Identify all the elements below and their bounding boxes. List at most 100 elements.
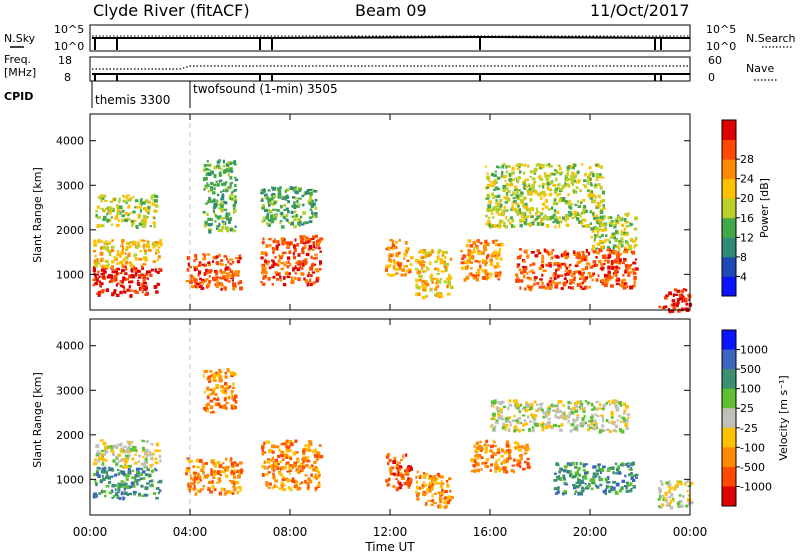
scatter-cell: [585, 256, 588, 260]
scatter-cell: [521, 414, 526, 417]
scatter-cell: [502, 184, 507, 189]
scatter-cell: [487, 219, 491, 224]
scatter-cell: [465, 275, 470, 280]
scatter-cell: [621, 223, 625, 228]
scatter-cell: [583, 205, 587, 209]
scatter-cell: [109, 200, 114, 203]
scatter-cell: [218, 491, 223, 496]
scatter-cell: [508, 455, 511, 458]
scatter-cell: [298, 482, 302, 486]
scatter-cell: [219, 268, 222, 273]
scatter-cell: [595, 422, 598, 426]
scatter-cell: [400, 474, 404, 478]
scatter-cell: [577, 205, 581, 208]
scatter-cell: [234, 487, 237, 492]
scatter-cell: [115, 463, 118, 467]
scatter-cell: [582, 463, 587, 467]
scatter-cell: [302, 237, 305, 241]
scatter-cell: [203, 263, 207, 267]
scatter-cell: [311, 271, 316, 274]
scatter-cell: [486, 254, 489, 259]
scatter-cell: [437, 491, 441, 494]
scatter-cell: [311, 282, 316, 285]
scatter-cell: [602, 254, 607, 258]
scatter-cell: [633, 280, 636, 284]
scatter-cell: [195, 458, 199, 463]
scatter-cell: [229, 457, 233, 460]
scatter-cell: [596, 472, 599, 476]
scatter-cell: [111, 239, 114, 242]
scatter-cell: [141, 462, 146, 466]
scatter-cell: [210, 411, 214, 414]
scatter-cell: [272, 469, 275, 472]
scatter-cell: [310, 274, 313, 277]
scatter-cell: [683, 307, 687, 311]
scatter-cell: [106, 275, 110, 279]
scatter-cell: [589, 478, 593, 483]
scatter-cell: [593, 419, 597, 424]
scatter-cell: [230, 462, 235, 467]
scatter-cell: [277, 190, 282, 193]
scatter-cell: [492, 208, 496, 212]
scatter-cell: [239, 470, 243, 474]
scatter-cell: [602, 204, 605, 208]
scatter-cell: [208, 223, 212, 227]
scatter-cell: [310, 464, 314, 468]
scatter-cell: [574, 490, 578, 494]
scatter-cell: [145, 454, 149, 458]
scatter-cell: [613, 269, 618, 273]
scatter-cell: [127, 441, 131, 444]
scatter-cell: [93, 473, 97, 476]
scatter-cell: [297, 222, 300, 225]
scatter-cell: [491, 253, 495, 256]
scatter-cell: [525, 401, 529, 405]
scatter-cell: [492, 216, 495, 219]
scatter-cell: [587, 272, 591, 275]
scatter-cell: [279, 460, 283, 464]
scatter-cell: [526, 272, 529, 275]
colorbar-tick-label: -500: [740, 461, 765, 474]
scatter-cell: [106, 218, 110, 222]
scatter-cell: [234, 198, 238, 202]
scatter-cell: [105, 246, 110, 251]
scatter-cell: [285, 454, 289, 457]
scatter-cell: [629, 474, 633, 477]
scatter-cell: [569, 473, 572, 478]
scatter-cell: [568, 462, 572, 466]
scatter-cell: [403, 257, 406, 260]
scatter-cell: [192, 465, 196, 468]
scatter-cell: [544, 413, 548, 417]
scatter-cell: [120, 458, 124, 462]
scatter-cell: [129, 448, 134, 452]
scatter-cell: [222, 466, 226, 470]
scatter-cell: [608, 240, 611, 244]
scatter-cell: [386, 273, 390, 276]
scatter-cell: [105, 484, 110, 488]
scatter-cell: [559, 187, 564, 191]
scatter-cell: [130, 219, 134, 223]
scatter-cell: [262, 267, 267, 272]
scatter-cell: [509, 423, 512, 427]
scatter-region: [260, 186, 318, 229]
scatter-cell: [614, 402, 617, 406]
scatter-cell: [272, 217, 277, 221]
scatter-cell: [580, 201, 583, 204]
scatter-cell: [580, 421, 585, 425]
scatter-cell: [622, 231, 627, 234]
scatter-cell: [148, 473, 152, 478]
scatter-cell: [498, 222, 502, 226]
scatter-cell: [202, 374, 205, 378]
scatter-cell: [96, 443, 99, 447]
scatter-cell: [597, 485, 599, 488]
scatter-cell: [201, 278, 205, 283]
scatter-cell: [553, 197, 557, 200]
scatter-cell: [407, 247, 410, 251]
scatter-cell: [139, 239, 144, 242]
scatter-cell: [234, 195, 237, 198]
scatter-cell: [267, 198, 271, 201]
scatter-cell: [494, 274, 498, 278]
scatter-cell: [267, 486, 271, 489]
scatter-cell: [107, 263, 110, 267]
scatter-cell: [615, 472, 619, 475]
